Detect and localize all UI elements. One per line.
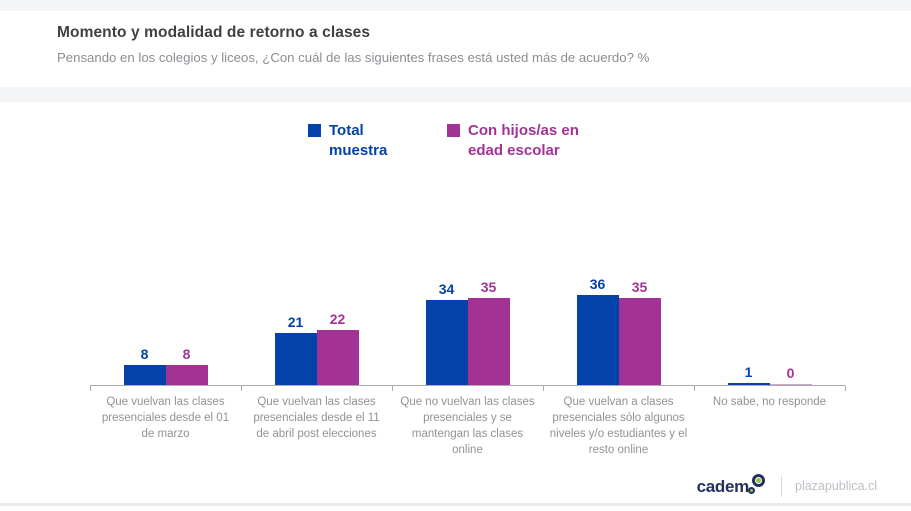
- bar-wrap: 8: [165, 262, 208, 385]
- bar: [165, 365, 208, 385]
- bar-value-label: 21: [287, 313, 304, 330]
- bottom-divider: [0, 503, 911, 506]
- bar-wrap: 35: [618, 262, 661, 385]
- legend-swatch-total: [308, 124, 321, 137]
- header-separator: [0, 87, 911, 102]
- category-label: Que vuelvan las clases presenciales desd…: [253, 396, 380, 441]
- bar-wrap: 21: [274, 262, 317, 385]
- cadem-logo-target-icon: [752, 473, 765, 487]
- category-labels: Que vuelvan las clases presenciales desd…: [90, 394, 845, 458]
- bar: [316, 330, 359, 385]
- bar: [727, 382, 770, 385]
- bar-value-label: 35: [631, 278, 648, 295]
- bar: [769, 383, 812, 385]
- bar-wrap: 8: [123, 262, 166, 385]
- bar: [576, 295, 619, 385]
- bar-group: 36 35: [543, 262, 694, 385]
- footer-divider: [781, 475, 782, 497]
- top-divider: [0, 0, 911, 11]
- chart-legend: Total muestra Con hijos/as en edad escol…: [308, 121, 600, 160]
- bar: [274, 332, 317, 385]
- bar-value-label: 0: [786, 364, 795, 381]
- axis-tick: [90, 386, 91, 391]
- legend-item-total: Total muestra: [308, 121, 395, 160]
- bar-wrap: 35: [467, 262, 510, 385]
- cadem-logo-small-dot-icon: [748, 486, 755, 494]
- category-label: No sabe, no responde: [712, 396, 827, 408]
- page-subtitle: Pensando en los colegios y liceos, ¿Con …: [57, 50, 650, 65]
- axis-tick: [241, 386, 242, 391]
- bar-group: 21 22: [241, 262, 392, 385]
- bar: [425, 300, 468, 385]
- plazapublica-link[interactable]: plazapublica.cl: [795, 479, 877, 493]
- bar-value-label: 8: [140, 346, 149, 362]
- bar-wrap: 34: [425, 262, 468, 385]
- bar-value-label: 36: [589, 276, 606, 292]
- axis-tick: [392, 386, 393, 391]
- header: Momento y modalidad de retorno a clases …: [57, 24, 871, 65]
- axis-tick: [845, 386, 846, 391]
- plot-area: 8 8 21 22 34 35 36 35 1 0: [90, 262, 845, 385]
- legend-item-hijos: Con hijos/as en edad escolar: [447, 121, 600, 160]
- x-axis: [90, 385, 846, 392]
- category-label: Que no vuelvan las clases presenciales y…: [400, 396, 535, 457]
- bar-wrap: 22: [316, 262, 359, 385]
- cadem-logo-text: cadem: [696, 476, 750, 496]
- page-title: Momento y modalidad de retorno a clases: [57, 24, 371, 41]
- bar-value-label: 22: [329, 311, 346, 327]
- footer: cadem plazapublica.cl: [697, 471, 877, 501]
- legend-label-total: Total muestra: [329, 122, 388, 159]
- bar-wrap: 1: [727, 262, 770, 385]
- axis-tick: [543, 386, 544, 391]
- bar: [467, 297, 510, 385]
- bar-wrap: 0: [769, 262, 812, 385]
- legend-label-hijos: Con hijos/as en edad escolar: [468, 122, 579, 159]
- bar-value-label: 35: [480, 278, 497, 295]
- bar-value-label: 34: [438, 281, 455, 297]
- bar: [618, 297, 661, 385]
- legend-swatch-hijos: [447, 124, 460, 137]
- bar-value-label: 8: [182, 346, 191, 362]
- cadem-logo: cadem: [696, 473, 768, 496]
- category-label: Que vuelvan a clases presenciales sólo a…: [549, 396, 688, 457]
- bar-group: 34 35: [392, 262, 543, 385]
- category-label: Que vuelvan las clases presenciales desd…: [101, 396, 230, 441]
- bar-value-label: 1: [744, 363, 753, 380]
- bar: [123, 365, 166, 385]
- axis-tick: [694, 386, 695, 391]
- bar-wrap: 36: [576, 262, 619, 385]
